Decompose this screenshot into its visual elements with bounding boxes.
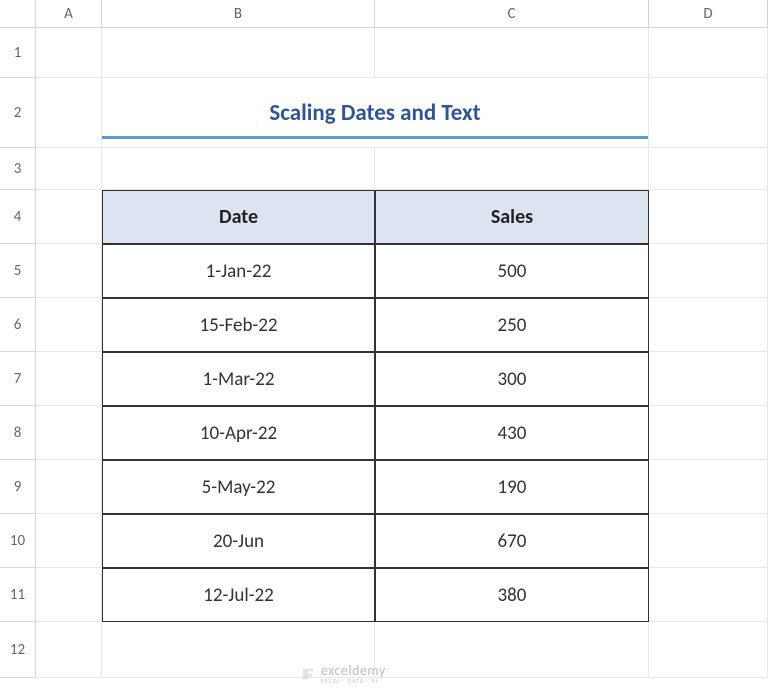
page-title: Scaling Dates and Text [269, 99, 480, 127]
col-header-C[interactable]: C [375, 0, 649, 28]
cell-D1[interactable] [649, 28, 768, 78]
row-header-10[interactable]: 10 [0, 514, 36, 568]
cell-C1[interactable] [375, 28, 649, 78]
row-header-2[interactable]: 2 [0, 78, 36, 148]
cell-D9[interactable] [649, 460, 768, 514]
table-row[interactable]: 1-Jan-22 [102, 244, 375, 298]
watermark-icon [300, 666, 316, 682]
table-header-date[interactable]: Date [102, 190, 375, 244]
table-row[interactable]: 430 [375, 406, 649, 460]
row-header-5[interactable]: 5 [0, 244, 36, 298]
row-header-1[interactable]: 1 [0, 28, 36, 78]
table-row[interactable]: 5-May-22 [102, 460, 375, 514]
cell-D8[interactable] [649, 406, 768, 460]
col-header-A[interactable]: A [36, 0, 102, 28]
cell-A8[interactable] [36, 406, 102, 460]
table-row[interactable]: 12-Jul-22 [102, 568, 375, 622]
cell-D11[interactable] [649, 568, 768, 622]
cell-A12[interactable] [36, 622, 102, 678]
cell-A7[interactable] [36, 352, 102, 406]
col-header-B[interactable]: B [102, 0, 375, 28]
select-all-corner[interactable] [0, 0, 36, 28]
table-row[interactable]: 670 [375, 514, 649, 568]
cell-A10[interactable] [36, 514, 102, 568]
cell-D10[interactable] [649, 514, 768, 568]
row-header-6[interactable]: 6 [0, 298, 36, 352]
cell-D12[interactable] [649, 622, 768, 678]
row-header-11[interactable]: 11 [0, 568, 36, 622]
table-row[interactable]: 190 [375, 460, 649, 514]
table-header-sales[interactable]: Sales [375, 190, 649, 244]
cell-B3[interactable] [102, 148, 375, 190]
row-header-12[interactable]: 12 [0, 622, 36, 678]
table-row[interactable]: 10-Apr-22 [102, 406, 375, 460]
cell-A11[interactable] [36, 568, 102, 622]
table-row[interactable]: 1-Mar-22 [102, 352, 375, 406]
table-row[interactable]: 20-Jun [102, 514, 375, 568]
cell-D6[interactable] [649, 298, 768, 352]
cell-C12[interactable] [375, 622, 649, 678]
cell-D4[interactable] [649, 190, 768, 244]
title-cell[interactable]: Scaling Dates and Text [102, 78, 649, 148]
cell-D2[interactable] [649, 78, 768, 148]
table-row[interactable]: 300 [375, 352, 649, 406]
row-header-7[interactable]: 7 [0, 352, 36, 406]
cell-D3[interactable] [649, 148, 768, 190]
cell-C3[interactable] [375, 148, 649, 190]
cell-A5[interactable] [36, 244, 102, 298]
table-row[interactable]: 500 [375, 244, 649, 298]
cell-B1[interactable] [102, 28, 375, 78]
row-header-8[interactable]: 8 [0, 406, 36, 460]
cell-A6[interactable] [36, 298, 102, 352]
row-header-3[interactable]: 3 [0, 148, 36, 190]
cell-D7[interactable] [649, 352, 768, 406]
title-underline [102, 136, 648, 139]
cell-A9[interactable] [36, 460, 102, 514]
watermark: exceldemy EXCEL · DATA · BI [300, 664, 386, 684]
watermark-tagline: EXCEL · DATA · BI [321, 678, 386, 684]
cell-A3[interactable] [36, 148, 102, 190]
row-header-4[interactable]: 4 [0, 190, 36, 244]
cell-A4[interactable] [36, 190, 102, 244]
col-header-D[interactable]: D [649, 0, 768, 28]
cell-A2[interactable] [36, 78, 102, 148]
watermark-name: exceldemy [321, 664, 386, 678]
spreadsheet-grid: A B C D 1 2 Scaling Dates and Text 3 4 D… [0, 0, 768, 678]
row-header-9[interactable]: 9 [0, 460, 36, 514]
cell-A1[interactable] [36, 28, 102, 78]
table-row[interactable]: 250 [375, 298, 649, 352]
table-row[interactable]: 380 [375, 568, 649, 622]
table-row[interactable]: 15-Feb-22 [102, 298, 375, 352]
cell-D5[interactable] [649, 244, 768, 298]
